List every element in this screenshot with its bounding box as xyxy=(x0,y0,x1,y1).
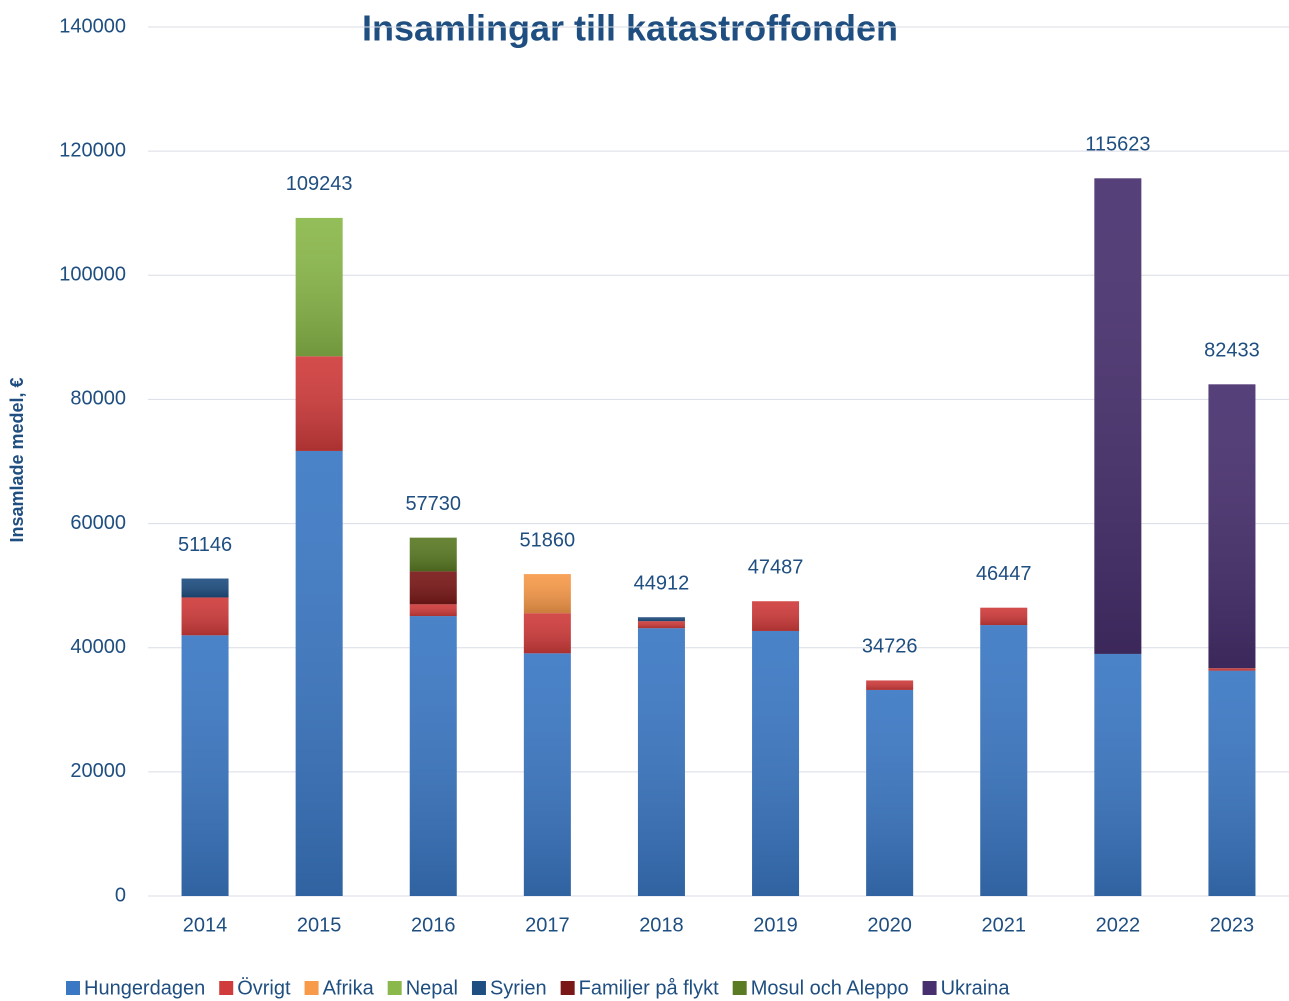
x-tick-label: 2020 xyxy=(867,914,912,936)
total-label: 109243 xyxy=(286,173,353,195)
legend-swatch xyxy=(66,981,80,995)
x-tick-label: 2014 xyxy=(183,914,228,936)
legend-swatch xyxy=(219,981,234,995)
bar-shade xyxy=(181,635,229,896)
legend-swatch xyxy=(387,981,402,995)
bar-shade xyxy=(1208,670,1256,896)
y-tick-label: 20000 xyxy=(70,760,126,782)
total-label: 51860 xyxy=(520,529,576,551)
legend-label: Nepal xyxy=(406,977,458,999)
legend-swatch xyxy=(304,981,319,995)
bar-shade xyxy=(409,537,457,572)
legend-label: Mosul och Aleppo xyxy=(751,977,909,999)
bar-shade xyxy=(637,617,685,622)
bar-shade xyxy=(409,604,457,617)
x-tick-label: 2022 xyxy=(1096,914,1141,936)
bar-shade xyxy=(1094,178,1142,654)
legend-label: Syrien xyxy=(490,977,547,999)
total-label: 82433 xyxy=(1204,340,1260,362)
bar-shade xyxy=(295,450,343,896)
bar-shade xyxy=(523,653,571,896)
y-tick-label: 0 xyxy=(115,884,126,906)
total-label: 51146 xyxy=(178,534,232,556)
legend-label: Ukraina xyxy=(941,977,1011,999)
total-label: 47487 xyxy=(748,557,804,579)
total-label: 44912 xyxy=(634,573,690,595)
chart-title: Insamlingar till katastroffonden xyxy=(362,8,898,49)
legend-label: Afrika xyxy=(323,977,375,999)
legend-label: Övrigt xyxy=(237,977,291,999)
bar-shade xyxy=(980,625,1028,896)
bar-shade xyxy=(866,689,914,896)
total-label: 34726 xyxy=(862,636,918,658)
y-axis-label: Insamlade medel, € xyxy=(7,377,27,542)
bar-shade xyxy=(523,613,571,654)
x-tick-label: 2019 xyxy=(753,914,798,936)
bar-shade xyxy=(181,578,229,598)
bar-shade xyxy=(752,630,800,896)
bar-shade xyxy=(523,574,571,614)
legend-swatch xyxy=(560,981,575,995)
x-tick-label: 2023 xyxy=(1210,914,1255,936)
y-tick-label: 40000 xyxy=(70,636,126,658)
legend-label: Hungerdagen xyxy=(84,977,205,999)
bar-shade xyxy=(181,597,229,636)
bar-shade xyxy=(637,621,685,629)
bar-shade xyxy=(866,680,914,690)
bar-shade xyxy=(409,571,457,605)
y-tick-label: 120000 xyxy=(59,139,126,161)
x-tick-label: 2016 xyxy=(411,914,456,936)
bar-shade xyxy=(295,217,343,357)
bar-shade xyxy=(1208,668,1256,671)
total-label: 46447 xyxy=(976,563,1032,585)
x-tick-label: 2015 xyxy=(297,914,342,936)
total-label: 115623 xyxy=(1085,134,1150,156)
bar-shade xyxy=(1208,384,1256,669)
y-tick-label: 80000 xyxy=(70,388,126,410)
legend-label: Familjer på flykt xyxy=(579,977,719,999)
x-tick-label: 2017 xyxy=(525,914,570,936)
x-tick-label: 2021 xyxy=(982,914,1027,936)
legend-swatch xyxy=(471,981,486,995)
legend-swatch xyxy=(732,981,747,995)
y-tick-label: 100000 xyxy=(59,264,126,286)
x-tick-label: 2018 xyxy=(639,914,684,936)
bar-shade xyxy=(1094,653,1142,896)
bar-shade xyxy=(752,601,800,631)
y-tick-label: 140000 xyxy=(59,15,126,37)
total-label: 57730 xyxy=(405,493,461,515)
bar-shade xyxy=(409,616,457,896)
bar-shade xyxy=(295,356,343,451)
bar-shade xyxy=(980,607,1028,626)
legend-swatch xyxy=(922,981,937,995)
bar-shade xyxy=(637,628,685,896)
y-tick-label: 60000 xyxy=(70,512,126,534)
